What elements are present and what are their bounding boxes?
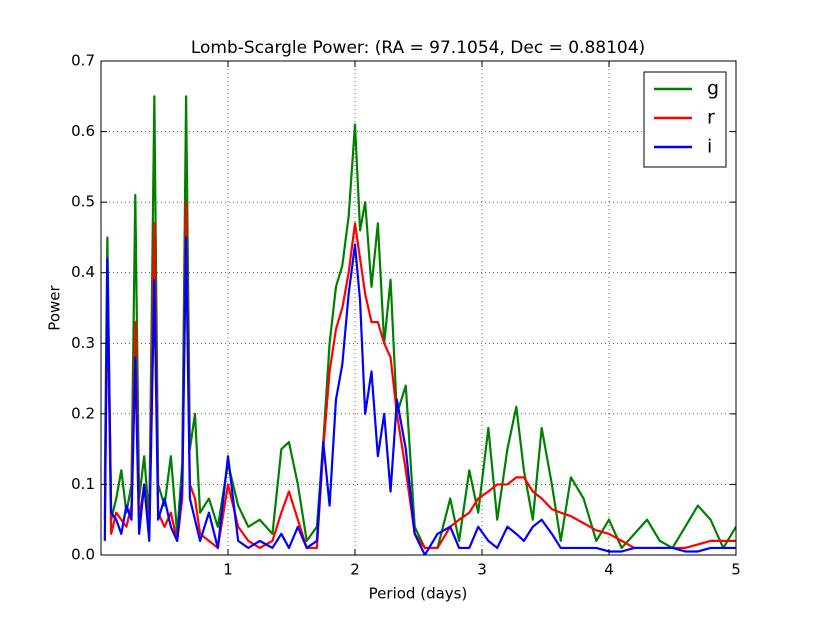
y-tick-label: 0.2 <box>71 404 95 422</box>
x-tick-label: 1 <box>223 561 233 579</box>
y-tick-label: 0.7 <box>71 52 95 70</box>
series-line <box>103 236 736 555</box>
legend-label: g <box>707 78 719 100</box>
y-axis-label: Power <box>46 284 64 330</box>
chart-title: Lomb-Scargle Power: (RA = 97.1054, Dec =… <box>191 38 645 58</box>
legend-label: r <box>707 107 715 129</box>
y-tick-label: 0.4 <box>71 263 95 281</box>
x-tick-label: 4 <box>604 561 614 579</box>
x-axis-label: Period (days) <box>369 585 468 603</box>
x-tick-label: 5 <box>731 561 741 579</box>
legend-label: i <box>707 136 712 158</box>
plot-frame <box>100 60 737 556</box>
series-line <box>103 201 736 550</box>
y-tick-label: 0.0 <box>71 546 95 564</box>
ticks: 1 2 3 4 5 0.0 0.1 0.2 0.3 0.4 0.5 0.6 0.7 <box>71 52 741 579</box>
plot-lines <box>103 95 736 555</box>
legend: gri <box>643 71 727 168</box>
y-tick-label: 0.5 <box>71 193 95 211</box>
x-tick-label: 3 <box>477 561 487 579</box>
series-line <box>103 95 736 550</box>
y-tick-label: 0.1 <box>71 475 95 493</box>
y-tick-label: 0.6 <box>71 122 95 140</box>
y-tick-label: 0.3 <box>71 334 95 352</box>
x-tick-label: 2 <box>350 561 360 579</box>
